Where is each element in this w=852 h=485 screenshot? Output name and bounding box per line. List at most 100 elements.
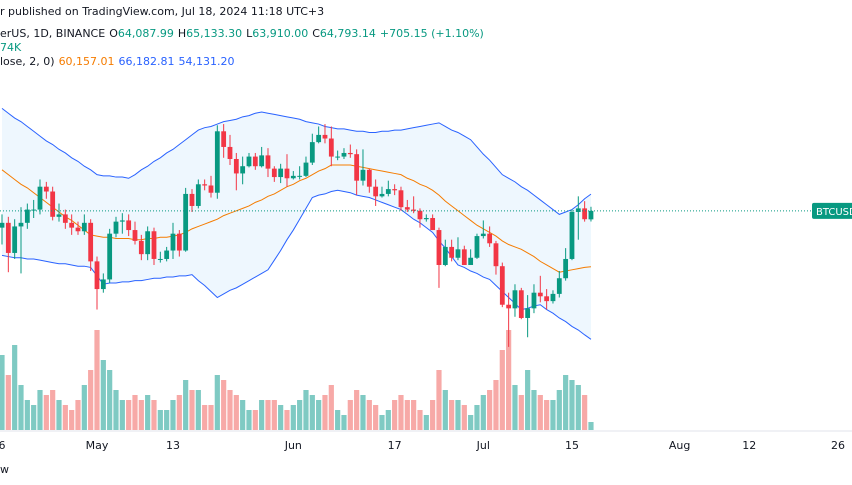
volume-bar: [189, 390, 195, 430]
candle-body: [588, 210, 594, 220]
candle-body: [31, 209, 37, 211]
volume-bar: [56, 400, 62, 430]
candle-body: [240, 166, 246, 174]
volume-bar: [138, 400, 144, 430]
volume-bar: [442, 390, 448, 430]
volume-line: 74K: [0, 41, 25, 54]
candle-body: [202, 184, 208, 186]
ohlc-key: H: [177, 27, 187, 40]
candle-body: [480, 233, 486, 237]
candle-body: [246, 156, 252, 167]
candle-body: [512, 290, 518, 309]
volume-bar: [411, 400, 417, 430]
candle-body: [24, 209, 30, 223]
volume-bar: [126, 400, 132, 430]
volume-bar: [588, 422, 594, 430]
volume-bar: [297, 400, 303, 430]
volume-bar: [164, 410, 170, 430]
candle-body: [208, 185, 214, 193]
candle-body: [170, 233, 176, 251]
volume-bar: [512, 385, 518, 430]
candle-body: [164, 250, 170, 259]
candle-body: [195, 184, 201, 206]
candle-body: [145, 231, 151, 255]
candle-body: [550, 293, 556, 302]
volume-bar: [569, 380, 575, 430]
volume-bar: [107, 370, 113, 430]
volume-bar: [575, 385, 581, 430]
candle-body: [309, 142, 315, 163]
candle-body: [233, 158, 239, 174]
candle-body: [271, 168, 277, 178]
candle-body: [474, 236, 480, 258]
candle-body: [582, 208, 588, 220]
indicator-value: 54,131.20: [178, 55, 235, 68]
volume-bar: [69, 410, 75, 430]
candle-body: [12, 226, 18, 253]
volume-bar: [24, 400, 30, 430]
candle-body: [189, 193, 195, 206]
x-tick-label: Aug: [669, 439, 690, 452]
volume-bar: [246, 410, 252, 430]
candle-body: [278, 168, 284, 178]
volume-bar: [278, 405, 284, 430]
volume-bar: [461, 405, 467, 430]
volume-bar: [335, 410, 341, 430]
x-tick-label: 17: [388, 439, 402, 452]
candle-body: [259, 155, 265, 167]
volume-bar: [214, 375, 220, 430]
candle-body: [493, 243, 499, 267]
volume-bar: [556, 390, 562, 430]
candle-body: [37, 186, 43, 210]
volume-bar: [145, 395, 151, 430]
candle-body: [379, 193, 385, 197]
volume-bar: [75, 400, 81, 430]
volume-bar: [328, 385, 334, 430]
band-upper: [1, 108, 592, 215]
volume-bar: [252, 410, 258, 430]
volume-bar: [550, 400, 556, 430]
candle-body: [113, 221, 119, 234]
volume-bar: [379, 415, 385, 430]
ohlc-value: 65,133.30: [186, 27, 243, 40]
volume-bar: [50, 390, 56, 430]
x-tick-label: May: [86, 439, 109, 452]
ohlc-key: L: [246, 27, 253, 40]
volume-bar: [88, 370, 94, 430]
candle-body: [18, 222, 24, 227]
candle-body: [151, 231, 157, 259]
volume-bar: [221, 380, 227, 430]
candle-body: [404, 207, 410, 210]
symbol: erUS, 1D, BINANCE: [0, 27, 106, 40]
candle-body: [75, 227, 81, 232]
x-tick-label: 12: [742, 439, 756, 452]
volume-bar: [113, 390, 119, 430]
band-basis: [1, 164, 592, 273]
candle-body: [43, 186, 49, 192]
candle-body: [138, 240, 144, 255]
volume-bar: [544, 400, 550, 430]
candle-body: [221, 131, 227, 147]
candle-body: [531, 292, 537, 309]
candle-body: [132, 230, 138, 241]
candle-body: [487, 233, 493, 244]
candle-body: [176, 233, 182, 251]
candle-body: [417, 210, 423, 220]
candle-body: [430, 218, 436, 231]
candle-body: [94, 261, 100, 290]
candle-body: [157, 258, 163, 260]
volume-bar: [31, 405, 37, 430]
candle-body: [119, 220, 125, 222]
candle-body: [499, 266, 505, 305]
candle-body: [88, 222, 94, 262]
candle-body: [183, 193, 189, 251]
volume-bar: [5, 375, 11, 430]
candle-body: [544, 296, 550, 302]
volume-bar: [119, 400, 125, 430]
volume-bar: [132, 395, 138, 430]
volume-bar: [417, 410, 423, 430]
volume-bar: [227, 390, 233, 430]
volume-bar: [392, 400, 398, 430]
x-tick-label: 26: [831, 439, 845, 452]
